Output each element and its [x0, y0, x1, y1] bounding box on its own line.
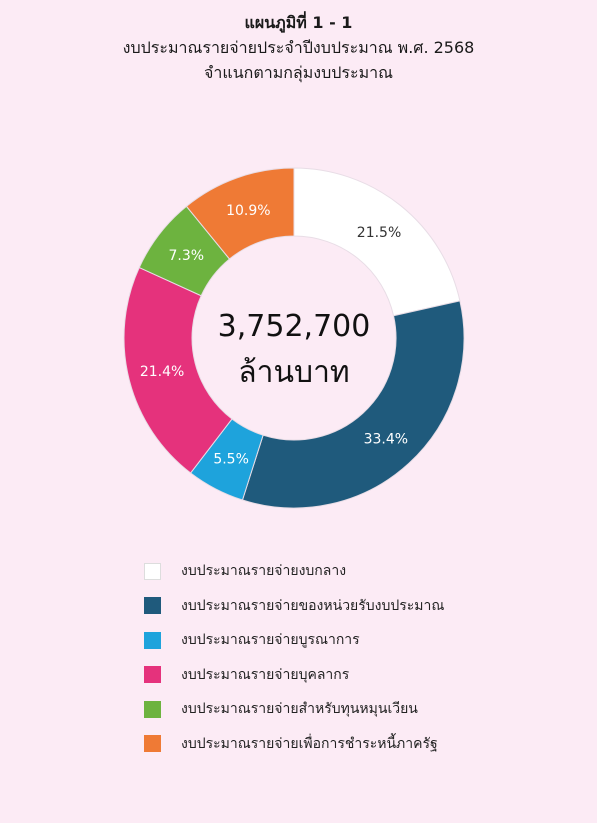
legend-swatch [144, 631, 161, 649]
legend-label: งบประมาณรายจ่ายเพื่อการชำระหนี้ภาครัฐ [181, 735, 438, 752]
legend-label: งบประมาณรายจ่ายบูรณาการ [181, 632, 360, 648]
legend-item-3: งบประมาณรายจ่ายบูรณาการ [144, 631, 444, 649]
donut-slice-2 [241, 300, 465, 509]
legend-item-6: งบประมาณรายจ่ายเพื่อการชำระหนี้ภาครัฐ [144, 735, 444, 753]
slice-label-5: 7.3% [168, 248, 204, 264]
chart-subtitle: จำแนกตามกลุ่มงบประมาณ [204, 63, 393, 82]
legend-swatch [144, 700, 161, 718]
donut-slices [123, 167, 465, 509]
chart-number: แผนภูมิที่ 1 - 1 [244, 13, 353, 32]
slice-label-3: 5.5% [213, 452, 249, 468]
donut-slice-4 [123, 266, 233, 474]
legend-swatch [144, 735, 161, 752]
legend-swatch [144, 562, 161, 580]
center-total-value: 3,752,700 [218, 309, 371, 344]
slice-label-6: 10.9% [226, 203, 270, 219]
legend-item-5: งบประมาณรายจ่ายสำหรับทุนหมุนเวียน [144, 700, 444, 718]
center-total-unit: ล้านบาท [238, 355, 349, 390]
donut-slice-1 [293, 167, 461, 317]
legend: งบประมาณรายจ่ายงบกลางงบประมาณรายจ่ายของห… [144, 562, 444, 769]
legend-item-1: งบประมาณรายจ่ายงบกลาง [144, 562, 444, 580]
legend-label: งบประมาณรายจ่ายงบกลาง [181, 563, 347, 579]
legend-item-2: งบประมาณรายจ่ายของหน่วยรับงบประมาณ [144, 597, 444, 615]
slice-label-1: 21.5% [357, 225, 401, 241]
chart-title-block: แผนภูมิที่ 1 - 1 งบประมาณรายจ่ายประจำปีง… [0, 10, 597, 85]
chart-title: งบประมาณรายจ่ายประจำปีงบประมาณ พ.ศ. 2568 [122, 38, 475, 57]
legend-label: งบประมาณรายจ่ายสำหรับทุนหมุนเวียน [181, 701, 418, 717]
slice-label-2: 33.4% [364, 431, 408, 447]
slice-label-4: 21.4% [140, 364, 184, 380]
donut-chart: 21.5% 33.4% 5.5% 21.4% 7.3% 10.9% 3,752,700 ล… [123, 167, 465, 509]
legend-label: งบประมาณรายจ่ายของหน่วยรับงบประมาณ [181, 597, 445, 614]
donut-slice-6 [185, 167, 295, 260]
legend-swatch [144, 597, 161, 614]
legend-item-4: งบประมาณรายจ่ายบุคลากร [144, 666, 444, 684]
legend-swatch [144, 666, 161, 683]
legend-label: งบประมาณรายจ่ายบุคลากร [181, 666, 350, 683]
slice-labels: 21.5% 33.4% 5.5% 21.4% 7.3% 10.9% [140, 203, 408, 468]
